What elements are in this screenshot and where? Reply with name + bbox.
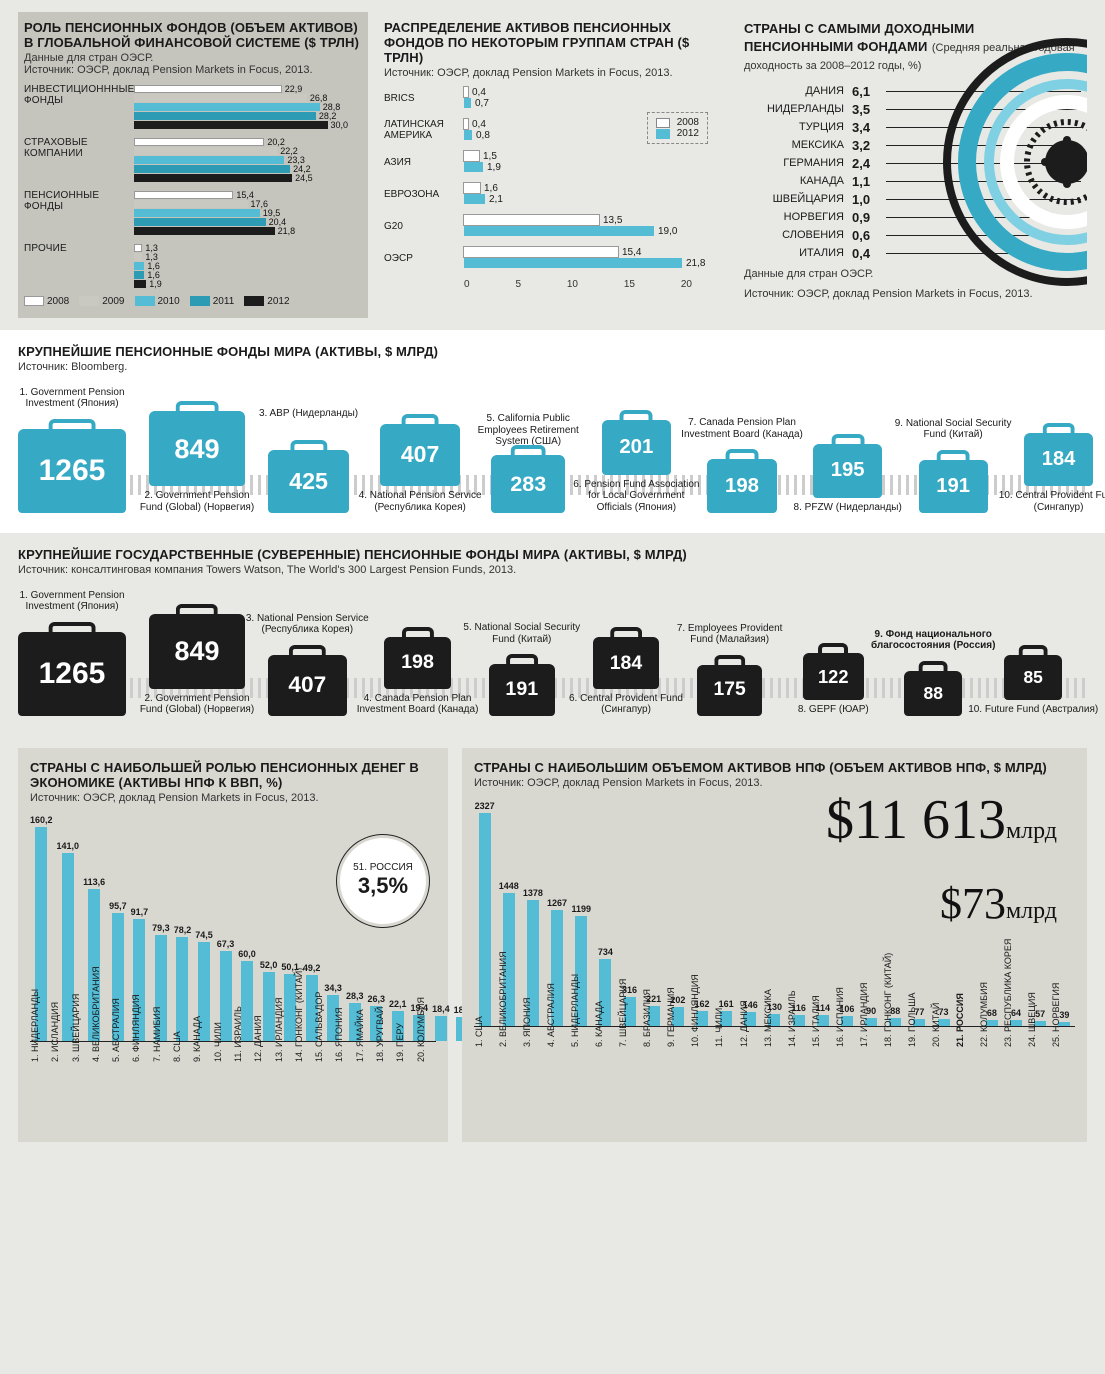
briefcase: 3. National Pension Service (Республика … (268, 655, 347, 716)
chart1-category: ИНВЕСТИЦИОНННЫЕ ФОНДЫ22,926,828,828,230,… (24, 84, 362, 129)
chart-global-role: РОЛЬ ПЕНСИОННЫХ ФОНДОВ (ОБЪЕМ АКТИВОВ) В… (18, 12, 368, 318)
briefcase: 1846. Central Provident Fund (Сингапур) (561, 637, 691, 715)
legend-2008: 2008 (677, 117, 699, 128)
vchart2-bar: 2327 (474, 801, 495, 1026)
briefcase: 5. California Public Employees Retiremen… (491, 455, 565, 513)
chart1-body: ИНВЕСТИЦИОНННЫЕ ФОНДЫ22,926,828,828,230,… (24, 84, 362, 288)
row-1: РОЛЬ ПЕНСИОННЫХ ФОНДОВ (ОБЪЕМ АКТИВОВ) В… (0, 0, 1105, 330)
chart2-legend: 2008 2012 (647, 112, 708, 144)
chart1-source: Источник: ОЭСР, доклад Pension Markets i… (24, 64, 362, 76)
briefcase: 3. ABP (Нидерланды)425 (268, 450, 349, 513)
chart2-category: ОЭСР15,421,8 (384, 247, 722, 269)
chart2-title: РАСПРЕДЕЛЕНИЕ АКТИВОВ ПЕНСИОННЫХ ФОНДОВ … (384, 20, 722, 65)
vchart2-labels: 1. США2. ВЕЛИКОБРИТАНИЯ3. ЯПОНИЯ4. АВСТР… (474, 1031, 1075, 1121)
vchart1-bar: 18,4 (432, 1004, 450, 1041)
chart2-source: Источник: ОЭСР, доклад Pension Markets i… (384, 67, 722, 79)
briefcase: 5. National Social Security Fund (Китай)… (489, 664, 555, 716)
brief2-source: Источник: консалтинговая компания Towers… (18, 564, 1087, 576)
briefcase: 9. National Social Security Fund (Китай)… (919, 460, 988, 514)
chart2-category: АЗИЯ1,51,9 (384, 151, 722, 173)
chart-largest-assets: СТРАНЫ С НАИБОЛЬШИМ ОБЪЕМОМ АКТИВОВ НПФ … (462, 748, 1087, 1142)
briefcase: 8492. Government Pension Fund (Global) (… (132, 411, 262, 513)
chart1-legend: 20082009201020112012 (24, 296, 362, 307)
briefcases-largest-funds: КРУПНЕЙШИЕ ПЕНСИОННЫЕ ФОНДЫ МИРА (АКТИВЫ… (0, 330, 1105, 533)
brief1-strip: 1. Government Pension Investment (Япония… (18, 381, 1087, 513)
chart2-category: ЕВРОЗОНА1,62,1 (384, 183, 722, 205)
briefcase: 1228. GEPF (ЮАР) (768, 653, 898, 716)
chart1-subtitle: Данные для стран ОЭСР. (24, 52, 362, 64)
briefcase: 8510. Future Fund (Австралия) (968, 655, 1098, 715)
vchart1-title: СТРАНЫ С НАИБОЛЬШЕЙ РОЛЬЮ ПЕНСИОННЫХ ДЕН… (30, 760, 436, 790)
chart1-category: ПРОЧИЕ1,31,31,61,61,9 (24, 243, 362, 288)
brief2-title: КРУПНЕЙШИЕ ГОСУДАРСТВЕННЫЕ (СУВЕРЕННЫЕ) … (18, 547, 1087, 562)
briefcase: 1958. PFZW (Нидерланды) (783, 444, 913, 513)
chart2-category: BRICS0,40,7 (384, 87, 722, 109)
briefcase: 9. Фонд национального благосостояния (Ро… (904, 671, 962, 716)
briefcase: 18410. Central Provident Fund (Сингапур) (994, 433, 1105, 513)
brief2-strip: 1. Government Pension Investment (Япония… (18, 584, 1087, 716)
russia-bubble: 51. РОССИЯ 3,5% (340, 838, 426, 924)
briefcases-sovereign-funds: КРУПНЕЙШИЕ ГОСУДАРСТВЕННЫЕ (СУВЕРЕННЫЕ) … (0, 533, 1105, 736)
chart-top-countries-yield: СТРАНЫ С САМЫМИ ДОХОДНЫМИ ПЕНСИОННЫМИ ФО… (738, 12, 1087, 318)
radial-decoration (937, 32, 1087, 292)
bubble-value: 3,5% (358, 873, 408, 899)
chart1-category: СТРАХОВЫЕ КОМПАНИИ20,222,223,324,224,5 (24, 137, 362, 182)
briefcase: 1. Government Pension Investment (Япония… (18, 429, 126, 513)
row-4: СТРАНЫ С НАИБОЛЬШЕЙ РОЛЬЮ ПЕНСИОННЫХ ДЕН… (0, 736, 1105, 1162)
briefcase: 1984. Canada Pension Plan Investment Boa… (353, 637, 483, 716)
legend-2012: 2012 (677, 128, 699, 139)
bignum-1: $11 613млрд (826, 788, 1057, 852)
chart-distribution: РАСПРЕДЕЛЕНИЕ АКТИВОВ ПЕНСИОННЫХ ФОНДОВ … (378, 12, 728, 318)
bubble-label: 51. РОССИЯ (353, 862, 413, 873)
bignum-2: $73млрд (940, 878, 1057, 929)
brief1-source: Источник: Bloomberg. (18, 361, 1087, 373)
briefcase: 7. Canada Pension Plan Investment Board … (707, 459, 776, 513)
chart2-category: G2013,519,0 (384, 215, 722, 237)
vchart2-title: СТРАНЫ С НАИБОЛЬШИМ ОБЪЕМОМ АКТИВОВ НПФ … (474, 760, 1075, 775)
chart1-category: ПЕНСИОННЫЕ ФОНДЫ15,417,619,520,421,8 (24, 190, 362, 235)
vchart1-labels: 1. НИДЕРЛАНДЫ2. ИСЛАНДИЯ3. ШВЕЙЦАРИЯ4. В… (30, 1046, 436, 1136)
brief1-title: КРУПНЕЙШИЕ ПЕНСИОННЫЕ ФОНДЫ МИРА (АКТИВЫ… (18, 344, 1087, 359)
briefcase: 1. Government Pension Investment (Япония… (18, 632, 126, 716)
chart-assets-to-gdp: СТРАНЫ С НАИБОЛЬШЕЙ РОЛЬЮ ПЕНСИОННЫХ ДЕН… (18, 748, 448, 1142)
chart2-axis: 05101520 (464, 279, 722, 290)
chart1-title: РОЛЬ ПЕНСИОННЫХ ФОНДОВ (ОБЪЕМ АКТИВОВ) В… (24, 20, 362, 50)
vchart1-bar: 78,2 (174, 925, 192, 1041)
vchart1-source: Источник: ОЭСР, доклад Pension Markets i… (30, 792, 436, 804)
briefcase: 7. Employees Provident Fund (Малайзия)17… (697, 665, 762, 716)
